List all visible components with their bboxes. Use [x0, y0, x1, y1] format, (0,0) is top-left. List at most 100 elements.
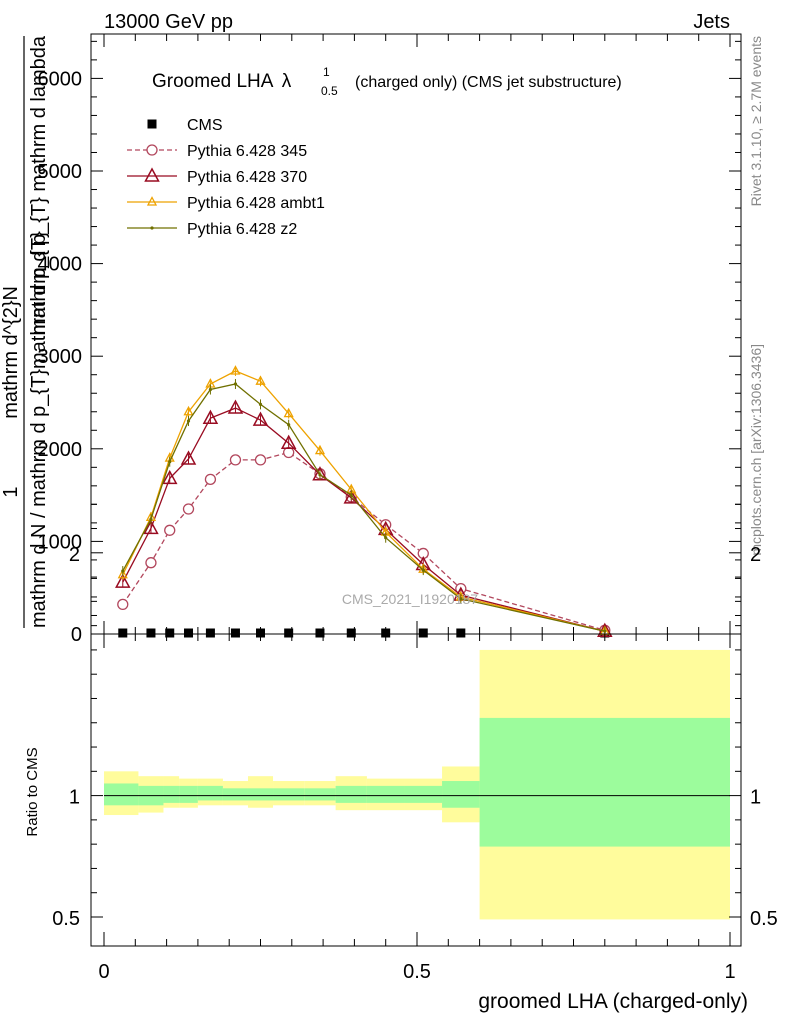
title-sup: 1 — [323, 65, 330, 79]
data-point — [283, 446, 295, 459]
data-point — [280, 434, 297, 449]
data-point — [150, 226, 154, 230]
ratio-inner-band — [104, 783, 139, 806]
legend-entry: CMS — [147, 117, 223, 134]
data-point — [456, 628, 466, 638]
main-panel: 0 1000 2000 3000 4000 5000 6000 CMS_2021_I1920… — [38, 33, 742, 646]
main-ticks: 0 1000 2000 3000 4000 5000 6000 — [38, 34, 741, 646]
ratio-inner-band — [479, 717, 730, 847]
ratio-inner-band — [304, 788, 336, 801]
legend-label: CMS — [187, 117, 223, 134]
data-point — [186, 419, 191, 423]
ratio-inner-band — [222, 788, 248, 801]
series-1 — [117, 446, 611, 636]
ratio-inner-band — [273, 788, 305, 801]
legend-entry: Pythia 6.428 ambt1 — [127, 195, 325, 212]
ylabel-numerator: mathrm d^{2}N — [0, 286, 22, 419]
data-point — [227, 399, 244, 414]
title-sub: 0.5 — [321, 84, 338, 98]
data-point — [384, 536, 388, 540]
ratio-inner-band — [335, 785, 367, 803]
data-point — [165, 628, 175, 638]
data-point — [346, 628, 356, 638]
rivet-label: Rivet 3.1.10, ≥ 2.7M events — [748, 36, 764, 206]
legend-entry: Pythia 6.428 z2 — [127, 221, 297, 238]
ratio-xtick-label: 0 — [98, 961, 109, 983]
data-point — [258, 402, 263, 406]
series-2 — [115, 399, 613, 637]
data-point — [161, 469, 178, 485]
series-line — [122, 370, 605, 632]
data-point — [229, 454, 242, 466]
legend-label: Pythia 6.428 370 — [187, 169, 307, 186]
ratio-ylabel: Ratio to CMS — [24, 747, 41, 836]
data-point — [254, 454, 267, 466]
data-point — [283, 407, 294, 418]
series-0 — [118, 628, 610, 638]
data-point — [230, 628, 240, 638]
data-point — [115, 573, 131, 588]
data-point — [255, 375, 266, 385]
legend: CMS Pythia 6.428 345 Pythia 6.428 370 Pythi… — [127, 117, 325, 238]
series-line — [122, 407, 605, 632]
title-lambda: λ — [282, 71, 292, 92]
data-point — [314, 444, 326, 455]
data-point — [233, 382, 238, 386]
main-ytick-label: 0 — [71, 624, 82, 646]
main-ytick-label: 1000 — [38, 531, 83, 553]
ratio-inner-band — [197, 785, 223, 801]
ratio-bands — [104, 649, 730, 920]
ratio-ytick-label-right: 0.5 — [750, 908, 778, 930]
data-point — [117, 598, 129, 611]
data-point — [418, 628, 428, 638]
data-point — [149, 517, 153, 521]
data-point — [318, 473, 322, 477]
ratio-ytick-label-right: 2 — [750, 544, 761, 566]
data-point — [118, 628, 128, 638]
data-point — [182, 503, 195, 515]
data-point — [284, 628, 294, 638]
data-point — [145, 557, 157, 569]
ylabel-denominator: mathrm d N / mathrm d p_{T}mathrm d p_{T… — [28, 231, 50, 628]
data-point — [147, 119, 157, 129]
ratio-inner-band — [179, 785, 198, 803]
data-point — [146, 196, 158, 206]
ratio-ytick-label: 1 — [69, 787, 80, 809]
data-point — [459, 597, 463, 601]
data-point — [180, 450, 197, 465]
ratio-ytick-label: 0.5 — [52, 908, 80, 930]
data-point — [208, 387, 213, 392]
data-point — [315, 628, 325, 638]
data-point — [183, 405, 194, 416]
ratio-inner-band — [163, 785, 180, 803]
main-ylabel: 1 mathrm d^{2}N mathrm d N / mathrm d p_… — [0, 35, 50, 628]
ratio-panel: 0.5 0.5 1 1 2 2 0 0.5 1 — [52, 503, 778, 983]
data-point — [184, 628, 194, 638]
data-point — [146, 628, 156, 638]
ratio-ytick-label-right: 1 — [750, 787, 761, 809]
ratio-inner-band — [247, 788, 274, 801]
energy-label: 13000 GeV pp — [104, 11, 233, 33]
ratio-inner-band — [442, 781, 480, 808]
data-point — [204, 473, 217, 486]
data-point — [287, 423, 291, 427]
data-point — [146, 144, 158, 156]
watermark: CMS_2021_I1920187 — [342, 591, 478, 607]
ratio-xtick-label: 1 — [724, 961, 735, 983]
data-point — [603, 629, 607, 633]
ratio-ytick-label: 2 — [69, 544, 80, 566]
ylabel-right: mathrm d p_{T} mathrm d lambda — [28, 35, 50, 335]
data-point — [252, 411, 269, 426]
data-point — [168, 460, 172, 464]
data-point — [143, 519, 159, 535]
title-rest: (charged only) (CMS jet substructure) — [355, 74, 622, 91]
data-point — [230, 365, 241, 375]
main-ytick-label: 5000 — [38, 161, 83, 183]
ratio-inner-band — [404, 785, 443, 803]
ratio-frame — [90, 633, 742, 947]
data-point — [256, 628, 265, 638]
ratio-inner-band — [366, 785, 405, 803]
mcplots-label: mcplots.cern.ch [arXiv:1306.3436] — [748, 344, 764, 556]
data-point — [144, 167, 160, 182]
